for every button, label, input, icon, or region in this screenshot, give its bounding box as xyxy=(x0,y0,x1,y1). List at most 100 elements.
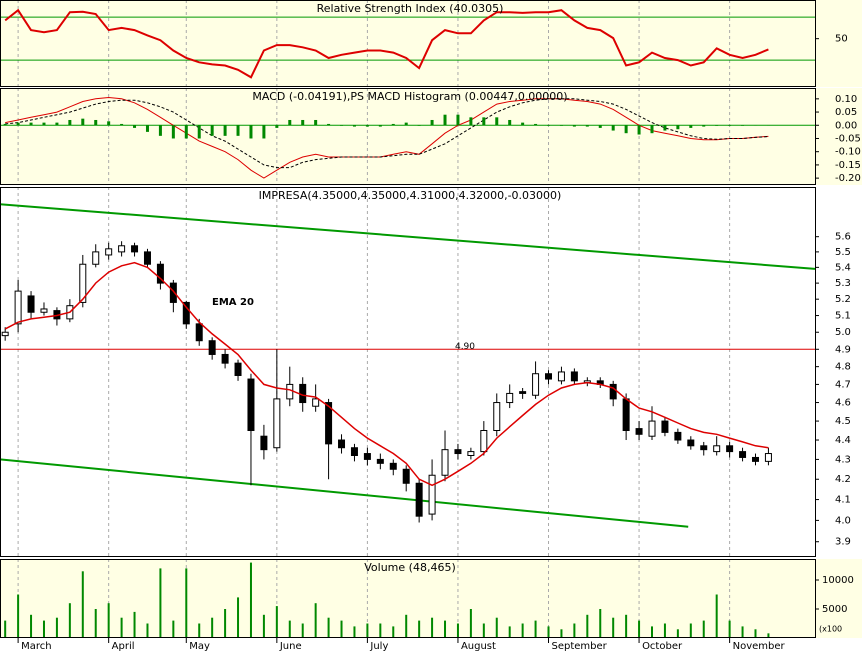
candle-body xyxy=(648,420,656,437)
y-tick-label: 0.00 xyxy=(835,120,857,131)
histogram-bar xyxy=(68,119,72,126)
volume-bar xyxy=(573,623,576,638)
y-tick-label: 5.3 xyxy=(835,278,851,289)
panel-frame xyxy=(0,559,816,638)
histogram-bar xyxy=(327,123,331,126)
y-tick-label: -0.10 xyxy=(835,147,861,158)
y-tick-label: 5.4 xyxy=(835,262,851,273)
volume-bar xyxy=(741,626,744,638)
ema-line xyxy=(4,261,769,487)
volume-bar xyxy=(185,568,188,638)
candle-body xyxy=(687,439,695,447)
panel-title: Volume (48,465) xyxy=(364,561,455,574)
histogram-bar xyxy=(94,119,98,126)
candle-body xyxy=(519,391,527,394)
candle-body xyxy=(27,295,35,313)
volume-bar xyxy=(469,608,472,638)
histogram-bar xyxy=(534,123,538,126)
volume-bar xyxy=(431,617,434,638)
histogram-bar xyxy=(288,119,292,126)
candle-body xyxy=(312,398,320,407)
volume-bar xyxy=(301,623,304,638)
volume-bar xyxy=(651,626,653,638)
volume-bar xyxy=(133,611,136,638)
candle-body xyxy=(751,456,759,462)
candle-body xyxy=(234,362,242,376)
candle-body xyxy=(726,445,734,453)
histogram-bar xyxy=(391,123,395,126)
histogram-bar xyxy=(171,125,175,139)
candle-body xyxy=(221,353,229,364)
volume-bar xyxy=(625,614,628,638)
histogram-bar xyxy=(378,125,382,127)
candle-body xyxy=(14,290,22,325)
volume-bar xyxy=(81,571,84,638)
volume-bar xyxy=(314,603,317,638)
volume-bar xyxy=(172,620,175,638)
volume-bar xyxy=(159,568,162,638)
candle-body xyxy=(557,371,565,382)
candle-body xyxy=(182,301,190,325)
candle-body xyxy=(143,251,151,265)
volume-bar xyxy=(120,617,123,638)
candle-body xyxy=(428,474,436,515)
histogram-bar xyxy=(314,119,318,126)
volume-bar xyxy=(638,620,641,638)
histogram-bar xyxy=(158,125,162,136)
panel-title: IMPRESA(4.35000,4.35000,4.31000,4.32000,… xyxy=(259,189,562,202)
histogram-bar xyxy=(249,125,253,139)
volume-bar xyxy=(444,620,447,638)
candle-body xyxy=(92,251,100,265)
candle-body xyxy=(286,383,294,400)
volume-bar xyxy=(379,623,382,638)
candle-body xyxy=(661,420,669,433)
y-tick-label: 50 xyxy=(835,34,848,45)
x-tick-label: May xyxy=(189,641,210,652)
histogram-bar xyxy=(430,119,434,126)
y-tick-label: 10000 xyxy=(822,575,854,586)
candle-body xyxy=(338,439,346,449)
volume-bar xyxy=(715,594,718,638)
volume-bar xyxy=(508,626,511,638)
histogram-bar xyxy=(275,125,279,128)
histogram-bar xyxy=(676,125,680,130)
histogram-bar xyxy=(197,125,201,139)
panel-frame xyxy=(0,88,816,185)
candle-body xyxy=(454,449,462,455)
candle-body xyxy=(622,398,630,431)
y-tick-label: 4.5 xyxy=(835,416,851,427)
histogram-bar xyxy=(42,122,46,126)
volume-bar xyxy=(340,620,343,638)
histogram-bar xyxy=(236,125,240,136)
volume-bar xyxy=(94,608,97,638)
x-tick-label: October xyxy=(642,641,683,652)
y-tick-label: 4.2 xyxy=(835,474,851,485)
candle-body xyxy=(467,451,475,456)
level-label: 4.90 xyxy=(455,342,475,352)
panel-title: Relative Strength Index (40.0305) xyxy=(317,2,504,15)
candle-body xyxy=(739,451,747,458)
candle-body xyxy=(131,245,139,253)
candle-body xyxy=(156,263,164,284)
volume-bar xyxy=(521,623,524,638)
x-tick-label: March xyxy=(21,641,51,652)
x-tick-label: April xyxy=(112,641,135,652)
histogram-bar xyxy=(753,125,757,126)
volume-bar xyxy=(237,597,240,638)
candle-body xyxy=(635,428,643,435)
volume-bar xyxy=(353,626,356,638)
candle-body xyxy=(273,398,281,449)
histogram-bar xyxy=(741,125,745,126)
volume-bar xyxy=(547,626,550,638)
histogram-bar xyxy=(210,125,214,136)
y-tick-label: 3.9 xyxy=(835,537,851,548)
candle-body xyxy=(532,373,540,396)
volume-bar xyxy=(728,620,731,638)
volume-bar xyxy=(560,629,563,638)
y-tick-label: 4.3 xyxy=(835,454,851,465)
y-tick-label: 5.0 xyxy=(835,327,851,338)
histogram-bar xyxy=(598,125,602,128)
candle-body xyxy=(118,245,126,253)
candle-body xyxy=(402,468,410,484)
